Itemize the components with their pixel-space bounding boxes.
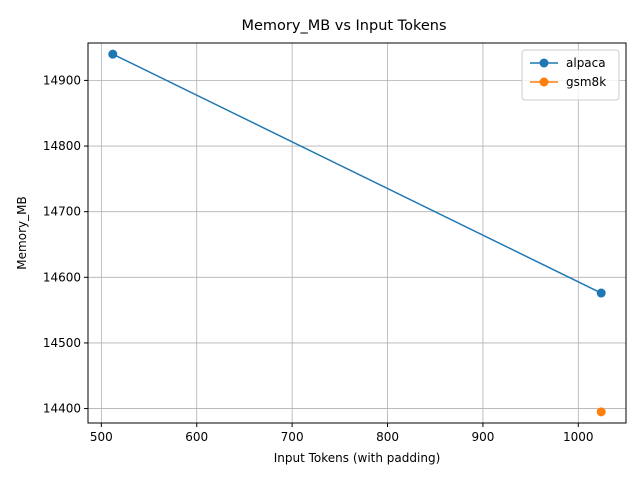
x-tick-label: 500: [90, 430, 113, 444]
y-tick-label: 14700: [43, 205, 81, 219]
y-tick-label: 14600: [43, 270, 81, 284]
legend-marker-gsm8k: [539, 77, 549, 87]
data-point-gsm8k: [596, 407, 606, 417]
legend: alpaca gsm8k: [521, 49, 620, 101]
y-tick-label: 14900: [43, 73, 81, 87]
grid-lines: [88, 43, 626, 423]
legend-item-alpaca: alpaca: [530, 56, 606, 70]
y-ticks: 14400 14500 14600 14700 14800 14900: [43, 73, 88, 416]
y-tick-label: 14400: [43, 402, 81, 416]
y-tick-label: 14500: [43, 336, 81, 350]
legend-label-alpaca: alpaca: [566, 56, 606, 70]
series-gsm8k: [596, 407, 606, 417]
data-point-alpaca: [108, 49, 118, 59]
chart-title: Memory_MB vs Input Tokens: [242, 18, 447, 34]
legend-label-gsm8k: gsm8k: [566, 75, 606, 89]
x-tick-label: 600: [185, 430, 208, 444]
legend-item-gsm8k: gsm8k: [530, 75, 606, 89]
y-axis-label: Memory_MB: [15, 196, 29, 269]
x-ticks: 500 600 700 800 900 1000: [90, 423, 594, 444]
x-tick-label: 900: [471, 430, 494, 444]
data-point-alpaca: [596, 288, 606, 298]
series-line-alpaca: [112, 53, 602, 294]
series-alpaca: [108, 49, 606, 298]
x-tick-label: 700: [281, 430, 304, 444]
series-lines: [108, 49, 606, 417]
x-axis-label: Input Tokens (with padding): [274, 451, 441, 465]
x-tick-label: 1000: [563, 430, 594, 444]
plot-frame: [87, 42, 627, 424]
y-tick-label: 14800: [43, 139, 81, 153]
legend-marker-alpaca: [539, 58, 549, 68]
x-tick-label: 800: [376, 430, 399, 444]
